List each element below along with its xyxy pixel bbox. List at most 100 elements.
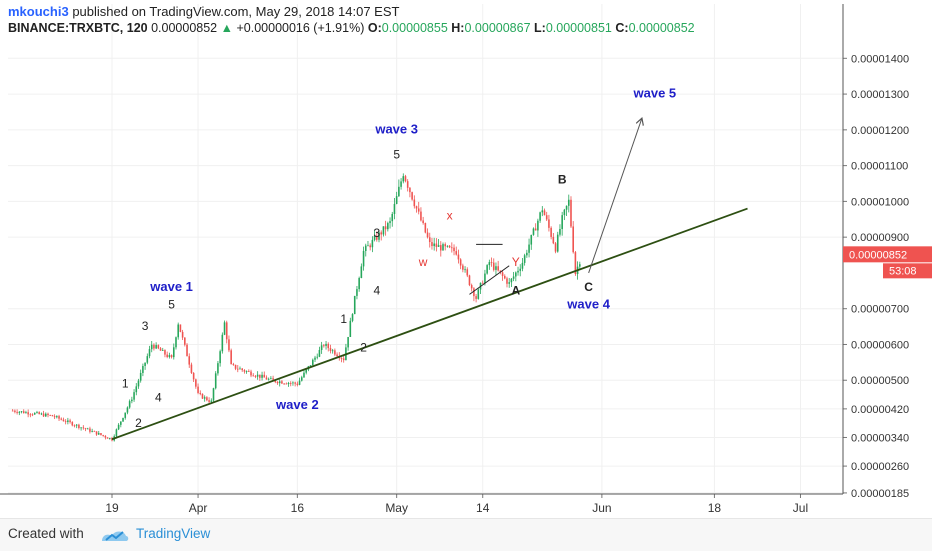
candle-body <box>543 210 546 216</box>
candle-body <box>276 381 279 384</box>
candle-body <box>153 344 155 349</box>
wave-count-label: 5 <box>393 147 400 161</box>
countdown-tag <box>883 263 932 279</box>
y-tick-label: 0.00000700 <box>851 304 909 316</box>
wave-count-label: A <box>511 283 520 297</box>
candle-body <box>550 227 552 237</box>
y-tick-label: 0.00000340 <box>851 432 909 444</box>
candle-body <box>296 383 299 385</box>
candle-body <box>316 356 319 358</box>
candle-body <box>373 235 376 240</box>
tradingview-brand-link[interactable]: TradingView <box>136 526 211 541</box>
candle-body <box>559 229 561 235</box>
candle-body <box>331 350 334 352</box>
candle-body <box>177 324 179 338</box>
candle-body <box>537 220 539 231</box>
candle-body <box>431 242 433 247</box>
candle-body <box>481 282 484 284</box>
candle-body <box>358 278 360 290</box>
high-value: 0.00000867 <box>464 21 531 35</box>
candle-body <box>97 433 100 435</box>
candle-body <box>166 354 168 357</box>
candle-body <box>312 359 314 366</box>
candle-body <box>435 243 438 247</box>
candle-body <box>161 350 164 351</box>
candle-body <box>406 181 409 188</box>
candle-body <box>512 276 515 279</box>
author-link[interactable]: mkouchi3 <box>8 4 69 19</box>
candle-body <box>137 380 140 387</box>
trendline[interactable] <box>111 207 748 441</box>
candle-body <box>468 275 471 286</box>
candle-body <box>259 374 261 378</box>
candle-body <box>188 356 191 365</box>
candle-body <box>38 412 40 415</box>
candle-body <box>14 410 16 412</box>
candle-body <box>155 345 157 349</box>
candle-body <box>115 429 118 437</box>
candle-body <box>342 358 345 361</box>
candle-body <box>265 377 268 380</box>
candle-body <box>40 413 43 415</box>
wave-count-label: 2 <box>135 416 142 430</box>
candle-body <box>470 285 473 289</box>
candle-body <box>108 438 111 439</box>
wave-count-label: 4 <box>373 283 380 297</box>
candle-body <box>439 245 442 251</box>
candle-body <box>404 176 407 182</box>
candle-body <box>248 371 250 372</box>
candle-body <box>376 235 378 240</box>
candle-body <box>532 228 535 235</box>
close-label: C: <box>615 21 629 35</box>
y-tick-label: 0.00000185 <box>851 488 909 500</box>
candle-body <box>281 381 283 384</box>
candle-body <box>519 268 522 271</box>
candle-body <box>120 421 122 425</box>
candle-body <box>11 410 14 412</box>
sub-wave-label: x <box>447 208 453 222</box>
candle-body <box>466 269 469 276</box>
candle-body <box>206 397 208 401</box>
price-chart[interactable]: 0.00001400 0.00001300 0.00001200 0.00001100… <box>0 0 932 518</box>
x-tick-label: 16 <box>291 501 305 515</box>
candle-body <box>554 243 557 252</box>
wave-count-label: 4 <box>155 391 162 405</box>
candle-body <box>475 296 477 299</box>
candle-body <box>490 262 493 263</box>
symbol-name[interactable]: BINANCE:TRXBTC, 120 <box>8 21 148 35</box>
candle-body <box>135 386 138 393</box>
candle-body <box>517 270 519 273</box>
candle-body <box>195 379 197 387</box>
candle-body <box>51 415 54 417</box>
candle-body <box>80 427 82 429</box>
candle-body <box>250 371 252 376</box>
candle-body <box>415 206 418 209</box>
candle-body <box>495 266 497 270</box>
tradingview-logo-icon[interactable] <box>100 527 130 543</box>
candle-body <box>62 419 65 422</box>
candle-body <box>133 392 135 400</box>
candle-body <box>378 232 380 240</box>
candle-body <box>446 245 449 247</box>
x-tick-label: 19 <box>105 501 119 515</box>
triangle-line[interactable] <box>469 265 510 295</box>
candle-body <box>320 345 323 350</box>
candle-body <box>22 411 25 414</box>
wave-count-label: 1 <box>340 312 347 326</box>
wave5-arrow[interactable] <box>588 119 642 274</box>
low-label: L: <box>534 21 546 35</box>
candle-body <box>42 413 45 417</box>
y-tick-label: 0.00001100 <box>851 161 908 173</box>
candle-body <box>413 199 416 207</box>
candle-body <box>164 350 166 355</box>
candle-body <box>20 411 23 413</box>
candle-body <box>287 383 290 385</box>
candle-body <box>223 322 226 335</box>
wave-count-label: 2 <box>360 341 367 355</box>
x-tick-label: 14 <box>476 501 490 515</box>
candle-body <box>104 435 107 438</box>
candle-body <box>530 234 533 245</box>
candle-body <box>455 251 458 255</box>
candle-body <box>579 264 581 267</box>
candle-body <box>417 208 420 212</box>
